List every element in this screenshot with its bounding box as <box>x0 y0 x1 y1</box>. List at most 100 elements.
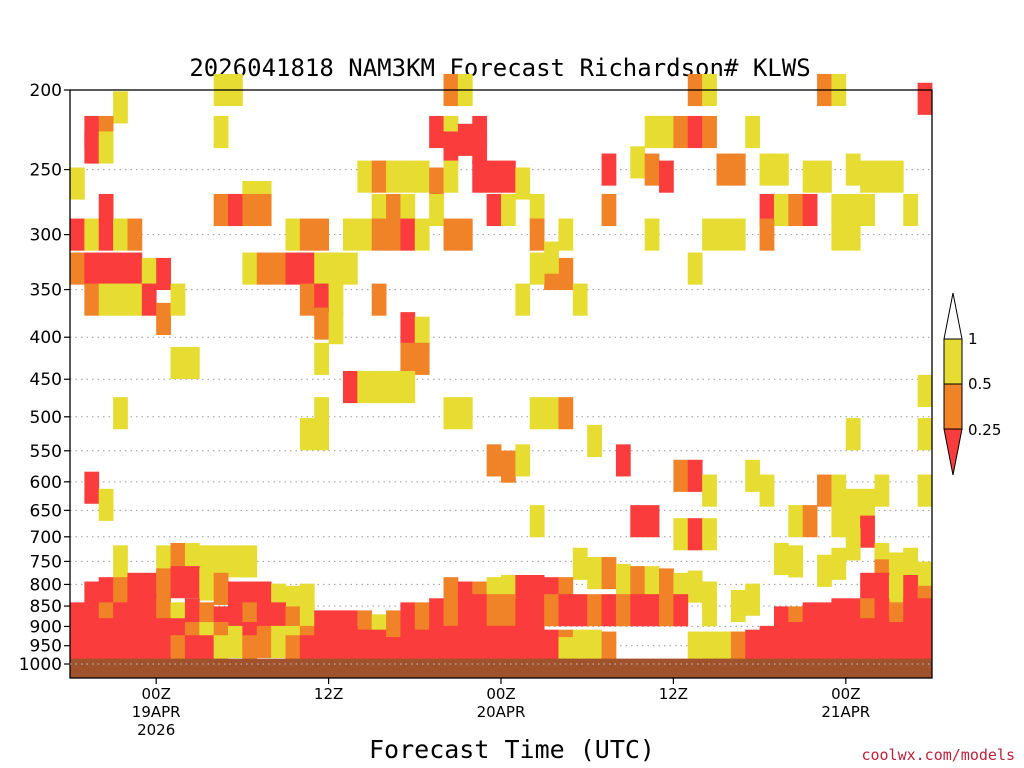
data-cell <box>917 474 933 507</box>
data-cell <box>486 444 502 477</box>
data-cell <box>414 160 430 193</box>
data-cell <box>457 397 473 430</box>
data-cell <box>113 218 128 251</box>
legend-label-1: 1 <box>968 330 978 348</box>
data-cell <box>328 283 344 316</box>
data-cell <box>587 424 602 457</box>
legend-bottom-arrow <box>943 428 963 476</box>
data-cell <box>903 193 919 227</box>
data-cell <box>486 193 502 227</box>
data-cell <box>817 633 832 666</box>
data-cell <box>860 488 875 521</box>
data-cell <box>472 594 488 627</box>
data-cell <box>170 346 186 380</box>
data-cell <box>314 418 329 451</box>
data-cell <box>745 629 760 662</box>
data-cell <box>457 123 473 156</box>
data-cell <box>644 218 660 251</box>
data-cell <box>400 312 416 345</box>
data-cell <box>199 568 215 601</box>
data-cell <box>759 218 775 251</box>
legend-label-0-25: 0.25 <box>968 421 1001 439</box>
data-cell <box>213 572 229 605</box>
data-cell <box>544 241 559 274</box>
data-cell <box>98 577 114 610</box>
data-cell <box>917 561 933 594</box>
data-cell <box>644 505 660 538</box>
data-cell <box>443 598 459 631</box>
data-cell <box>831 505 847 538</box>
data-cell <box>357 218 373 251</box>
data-cell <box>601 193 617 227</box>
data-cell <box>845 193 861 227</box>
data-cell <box>845 153 861 186</box>
legend-swatch-yellow <box>943 338 963 385</box>
data-cell <box>874 633 890 666</box>
data-cell <box>242 193 258 227</box>
data-cell <box>299 283 315 316</box>
data-cell <box>702 594 717 627</box>
data-cell <box>788 193 804 227</box>
data-cell <box>788 545 804 578</box>
data-cell <box>845 633 861 666</box>
data-cell <box>486 160 502 193</box>
data-cell <box>414 218 430 251</box>
data-cell <box>659 568 674 601</box>
data-cell <box>831 547 847 580</box>
data-cell <box>127 633 143 666</box>
data-cell <box>285 252 301 285</box>
data-cell <box>687 252 703 285</box>
data-cell <box>659 160 674 193</box>
credit-text: coolwx.com/models <box>861 746 1015 764</box>
data-cell <box>141 257 157 291</box>
data-cell <box>371 160 387 193</box>
ytick-label-750: 750 <box>30 552 62 572</box>
data-cell <box>730 631 746 664</box>
data-cell <box>400 160 416 193</box>
data-cell <box>860 515 875 548</box>
data-cell <box>127 252 143 285</box>
data-cell <box>515 444 531 477</box>
data-cell <box>773 193 789 227</box>
data-cell <box>745 459 760 492</box>
data-cell <box>572 594 588 627</box>
data-cell <box>98 633 114 666</box>
data-cell <box>860 572 875 605</box>
ytick-label-1000: 1000 <box>19 655 62 675</box>
data-cell <box>429 598 444 631</box>
data-cell <box>817 474 832 507</box>
data-cell <box>228 625 243 658</box>
data-cell <box>457 218 473 251</box>
data-cell <box>730 153 746 186</box>
data-cell <box>587 629 602 662</box>
data-cell <box>414 316 430 349</box>
data-cell <box>773 542 789 576</box>
data-cell <box>917 418 933 451</box>
ytick-label-900: 900 <box>30 617 62 637</box>
data-cell <box>644 594 660 627</box>
data-cell <box>745 583 760 616</box>
ytick-label-700: 700 <box>30 528 62 548</box>
data-cell <box>759 193 775 227</box>
data-cell <box>242 545 258 578</box>
data-cell <box>888 160 904 193</box>
data-cell <box>802 193 818 227</box>
data-cell <box>687 631 703 664</box>
data-cell <box>156 257 171 291</box>
data-cell <box>630 566 646 599</box>
data-cell <box>917 633 933 666</box>
data-cell <box>285 218 301 251</box>
xtick-label: 20APR <box>477 703 526 721</box>
data-cell <box>644 153 660 186</box>
data-cell <box>98 218 114 251</box>
data-cell <box>759 153 775 186</box>
data-cell <box>184 346 200 380</box>
data-cell <box>673 115 689 149</box>
data-cell <box>400 371 416 404</box>
data-cell <box>386 160 401 193</box>
ytick-label-350: 350 <box>30 281 62 301</box>
data-cell <box>860 633 875 666</box>
data-cell <box>831 193 847 227</box>
